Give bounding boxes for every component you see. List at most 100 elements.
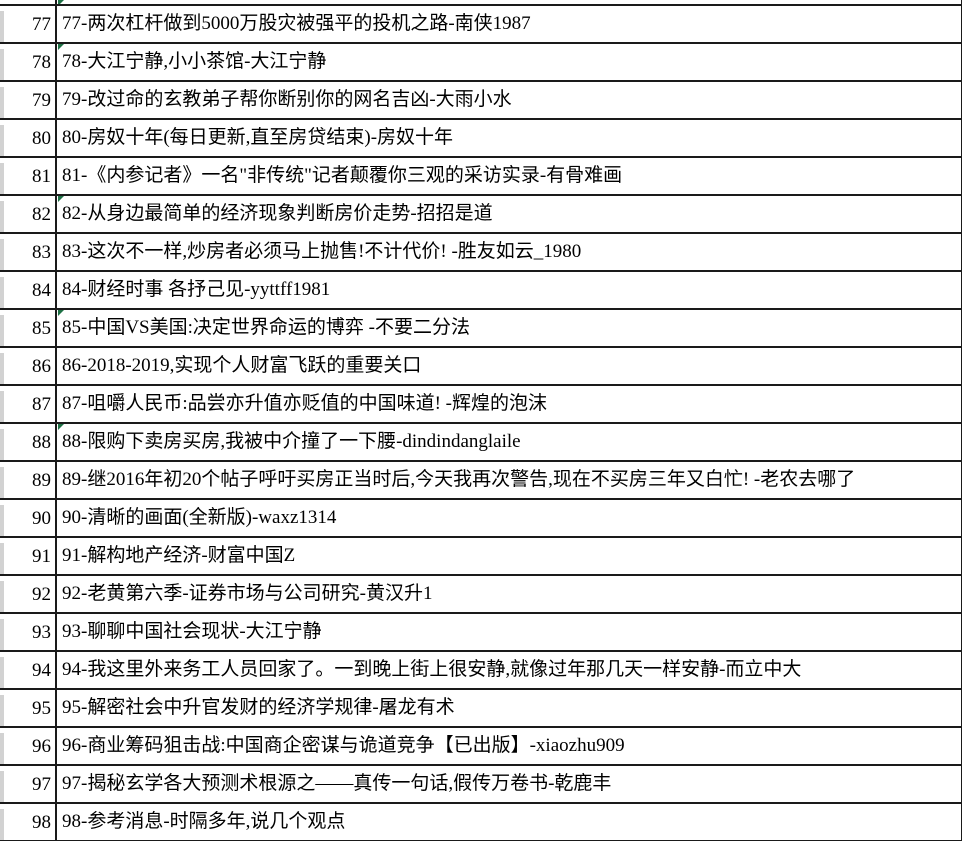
title-text: 94-我这里外来务工人员回家了。一到晚上街上很安静,就像过年那几天一样安静-而立…	[62, 659, 802, 681]
title-text: 92-老黄第六季-证券市场与公司研究-黄汉升1	[62, 583, 433, 605]
title-cell[interactable]: 80-房奴十年(每日更新,直至房贷结束)-房奴十年	[57, 120, 961, 156]
title-text: 85-中国VS美国:决定世界命运的博弈 -不要二分法	[62, 317, 470, 339]
title-cell[interactable]: 91-解构地产经济-财富中国Z	[57, 538, 961, 574]
row-number-cell[interactable]: 82	[4, 196, 57, 232]
table-row: 90 90-清晰的画面(全新版)-waxz1314	[0, 500, 961, 538]
table-row: 92 92-老黄第六季-证券市场与公司研究-黄汉升1	[0, 576, 961, 614]
table-row: 95 95-解密社会中升官发财的经济学规律-屠龙有术	[0, 690, 961, 728]
row-header-edge	[0, 82, 4, 118]
row-number-cell[interactable]: 91	[4, 538, 57, 574]
table-row: 88 88-限购下卖房买房,我被中介撞了一下腰-dindindanglaile	[0, 424, 961, 462]
row-number-cell[interactable]: 88	[4, 424, 57, 460]
table-row: 91 91-解构地产经济-财富中国Z	[0, 538, 961, 576]
row-header-edge	[0, 690, 4, 726]
table-row: 80 80-房奴十年(每日更新,直至房贷结束)-房奴十年	[0, 120, 961, 158]
title-text: 87-咀嚼人民币:品尝亦升值亦贬值的中国味道! -辉煌的泡沫	[62, 393, 548, 415]
title-text: 88-限购下卖房买房,我被中介撞了一下腰-dindindanglaile	[62, 431, 521, 453]
title-cell[interactable]: 85-中国VS美国:决定世界命运的博弈 -不要二分法	[57, 310, 961, 346]
title-cell[interactable]: 97-揭秘玄学各大预测术根源之——真传一句话,假传万卷书-乾鹿丰	[57, 766, 961, 802]
table-row: 79 79-改过命的玄教弟子帮你断别你的网名吉凶-大雨小水	[0, 82, 961, 120]
row-number-cell[interactable]: 94	[4, 652, 57, 688]
title-text: 96-商业筹码狙击战:中国商企密谋与诡道竞争【已出版】-xiaozhu909	[62, 735, 625, 757]
title-text: 90-清晰的画面(全新版)-waxz1314	[62, 507, 337, 529]
title-cell[interactable]: 89-继2016年初20个帖子呼吁买房正当时后,今天我再次警告,现在不买房三年又…	[57, 462, 961, 498]
title-text: 79-改过命的玄教弟子帮你断别你的网名吉凶-大雨小水	[62, 89, 512, 111]
table-row: 93 93-聊聊中国社会现状-大江宁静	[0, 614, 961, 652]
table-row: 83 83-这次不一样,炒房者必须马上抛售!不计代价! -胜友如云_1980	[0, 234, 961, 272]
row-header-edge	[0, 652, 4, 688]
title-cell[interactable]: 77-两次杠杆做到5000万股灾被强平的投机之路-南侠1987	[57, 6, 961, 42]
row-number-cell[interactable]: 79	[4, 82, 57, 118]
table-row: 86 86-2018-2019,实现个人财富飞跃的重要关口	[0, 348, 961, 386]
title-cell[interactable]: 95-解密社会中升官发财的经济学规律-屠龙有术	[57, 690, 961, 726]
title-text: 83-这次不一样,炒房者必须马上抛售!不计代价! -胜友如云_1980	[62, 241, 582, 263]
row-number-cell[interactable]: 97	[4, 766, 57, 802]
row-number-cell[interactable]: 77	[4, 6, 57, 42]
title-cell[interactable]: 93-聊聊中国社会现状-大江宁静	[57, 614, 961, 650]
table-row: 84 84-财经时事 各抒己见-yyttff1981	[0, 272, 961, 310]
title-text: 80-房奴十年(每日更新,直至房贷结束)-房奴十年	[62, 127, 454, 149]
title-cell[interactable]: 96-商业筹码狙击战:中国商企密谋与诡道竞争【已出版】-xiaozhu909	[57, 728, 961, 764]
row-header-edge	[0, 234, 4, 270]
title-cell[interactable]: 84-财经时事 各抒己见-yyttff1981	[57, 272, 961, 308]
table-row: 94 94-我这里外来务工人员回家了。一到晚上街上很安静,就像过年那几天一样安静…	[0, 652, 961, 690]
row-header-edge	[0, 0, 4, 4]
row-number-cell[interactable]: 89	[4, 462, 57, 498]
table-row: 85 85-中国VS美国:决定世界命运的博弈 -不要二分法	[0, 310, 961, 348]
title-cell[interactable]: 83-这次不一样,炒房者必须马上抛售!不计代价! -胜友如云_1980	[57, 234, 961, 270]
row-header-edge	[0, 386, 4, 422]
row-header-edge	[0, 424, 4, 460]
row-number-cell[interactable]: 95	[4, 690, 57, 726]
row-number-cell[interactable]: 84	[4, 272, 57, 308]
title-text: 78-大江宁静,小小茶馆-大江宁静	[62, 51, 327, 73]
error-flag-triangle-icon	[58, 44, 64, 50]
row-number-cell[interactable]: 98	[4, 804, 57, 840]
row-header-edge	[0, 348, 4, 384]
title-cell[interactable]: 98-参考消息-时隔多年,说几个观点	[57, 804, 961, 840]
row-number-cell[interactable]: 80	[4, 120, 57, 156]
row-number-cell[interactable]	[4, 0, 57, 4]
error-flag-triangle-icon	[58, 196, 64, 202]
row-header-edge	[0, 576, 4, 612]
title-text: 93-聊聊中国社会现状-大江宁静	[62, 621, 322, 643]
row-header-edge	[0, 728, 4, 764]
title-cell[interactable]: 78-大江宁静,小小茶馆-大江宁静	[57, 44, 961, 80]
title-cell[interactable]: 82-从身边最简单的经济现象判断房价走势-招招是道	[57, 196, 961, 232]
table-row: 98 98-参考消息-时隔多年,说几个观点	[0, 804, 961, 841]
row-number-cell[interactable]: 96	[4, 728, 57, 764]
title-cell[interactable]: 88-限购下卖房买房,我被中介撞了一下腰-dindindanglaile	[57, 424, 961, 460]
title-cell[interactable]: 87-咀嚼人民币:品尝亦升值亦贬值的中国味道! -辉煌的泡沫	[57, 386, 961, 422]
row-header-edge	[0, 196, 4, 232]
row-number-cell[interactable]: 83	[4, 234, 57, 270]
title-cell[interactable]: 81-《内参记者》一名"非传统"记者颠覆你三观的采访实录-有骨难画	[57, 158, 961, 194]
row-header-edge	[0, 44, 4, 80]
title-text: 77-两次杠杆做到5000万股灾被强平的投机之路-南侠1987	[62, 13, 531, 35]
row-number-cell[interactable]: 86	[4, 348, 57, 384]
row-number-cell[interactable]: 90	[4, 500, 57, 536]
title-text: 91-解构地产经济-财富中国Z	[62, 545, 296, 567]
title-text: 89-继2016年初20个帖子呼吁买房正当时后,今天我再次警告,现在不买房三年又…	[62, 469, 856, 491]
row-header-edge	[0, 120, 4, 156]
row-number-cell[interactable]: 81	[4, 158, 57, 194]
title-cell[interactable]: 90-清晰的画面(全新版)-waxz1314	[57, 500, 961, 536]
row-number-cell[interactable]: 78	[4, 44, 57, 80]
row-header-edge	[0, 766, 4, 802]
title-text: 84-财经时事 各抒己见-yyttff1981	[62, 279, 331, 301]
table-row: 89 89-继2016年初20个帖子呼吁买房正当时后,今天我再次警告,现在不买房…	[0, 462, 961, 500]
table-row: 87 87-咀嚼人民币:品尝亦升值亦贬值的中国味道! -辉煌的泡沫	[0, 386, 961, 424]
title-cell[interactable]: 94-我这里外来务工人员回家了。一到晚上街上很安静,就像过年那几天一样安静-而立…	[57, 652, 961, 688]
row-header-edge	[0, 462, 4, 498]
row-number-cell[interactable]: 85	[4, 310, 57, 346]
title-cell[interactable]	[57, 0, 961, 4]
title-text: 86-2018-2019,实现个人财富飞跃的重要关口	[62, 355, 422, 377]
row-header-edge	[0, 6, 4, 42]
row-number-cell[interactable]: 92	[4, 576, 57, 612]
table-row: 82 82-从身边最简单的经济现象判断房价走势-招招是道	[0, 196, 961, 234]
title-cell[interactable]: 79-改过命的玄教弟子帮你断别你的网名吉凶-大雨小水	[57, 82, 961, 118]
error-flag-triangle-icon	[58, 424, 64, 430]
row-number-cell[interactable]: 93	[4, 614, 57, 650]
title-cell[interactable]: 92-老黄第六季-证券市场与公司研究-黄汉升1	[57, 576, 961, 612]
title-cell[interactable]: 86-2018-2019,实现个人财富飞跃的重要关口	[57, 348, 961, 384]
row-number-cell[interactable]: 87	[4, 386, 57, 422]
